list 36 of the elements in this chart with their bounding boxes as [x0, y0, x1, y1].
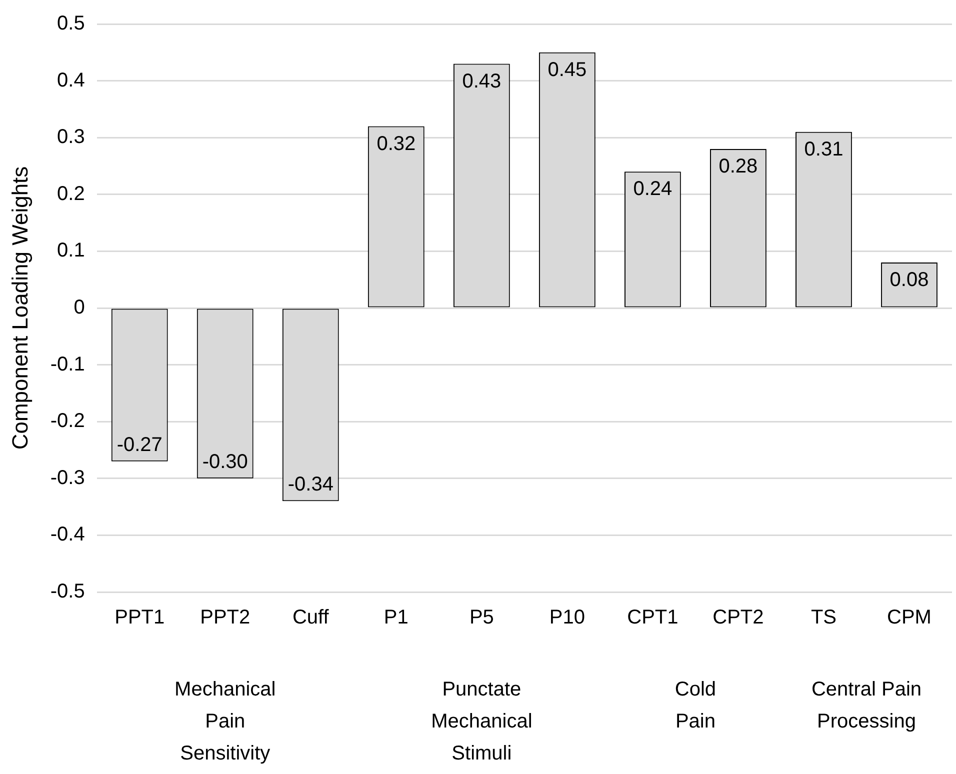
data-label: 0.43: [462, 70, 502, 92]
data-label: -0.27: [116, 434, 162, 456]
x-tick-label: TS: [810, 606, 837, 629]
data-label: 0.32: [376, 132, 416, 155]
y-tick-label: 0.5: [57, 12, 85, 35]
x-tick-label: CPT1: [627, 606, 678, 629]
y-axis-title: Component Loading Weights: [7, 166, 32, 450]
y-tick-label: -0.2: [50, 410, 85, 432]
x-tick-label: CPT2: [712, 606, 764, 629]
data-label: -0.30: [202, 450, 248, 473]
data-label: 0.24: [633, 178, 672, 200]
data-label: 0.45: [548, 58, 587, 81]
text: Central Pain Processing: [811, 678, 922, 733]
y-tick-label: -0.1: [50, 353, 85, 376]
x-tick-label: P10: [549, 606, 585, 629]
x-tick-label: PPT1: [114, 606, 165, 629]
y-tick-label: 0: [74, 296, 85, 319]
y-tick-label: -0.3: [50, 466, 85, 489]
x-tick-label: Cuff: [292, 606, 330, 629]
data-label: 0.28: [718, 155, 758, 178]
data-label: 0.31: [804, 138, 844, 160]
x-tick-label: P5: [469, 606, 494, 629]
y-tick-label: 0.1: [57, 240, 85, 262]
x-tick-label: PPT2: [200, 606, 250, 629]
y-tick-label: 0.3: [57, 126, 85, 148]
data-label: 0.08: [890, 269, 929, 292]
text: Punctate Mechanical Stimuli: [431, 678, 532, 765]
y-tick-label: -0.5: [50, 580, 85, 603]
x-tick-label: P1: [384, 606, 408, 629]
x-tick-label: CPM: [887, 606, 932, 629]
text: Mechanical Pain Sensitivity: [174, 678, 276, 765]
y-tick-label: -0.4: [50, 524, 85, 546]
y-tick-label: 0.4: [57, 69, 85, 92]
data-label: -0.34: [288, 474, 334, 496]
text: Cold Pain: [674, 678, 716, 733]
y-tick-label: 0.2: [57, 182, 85, 205]
